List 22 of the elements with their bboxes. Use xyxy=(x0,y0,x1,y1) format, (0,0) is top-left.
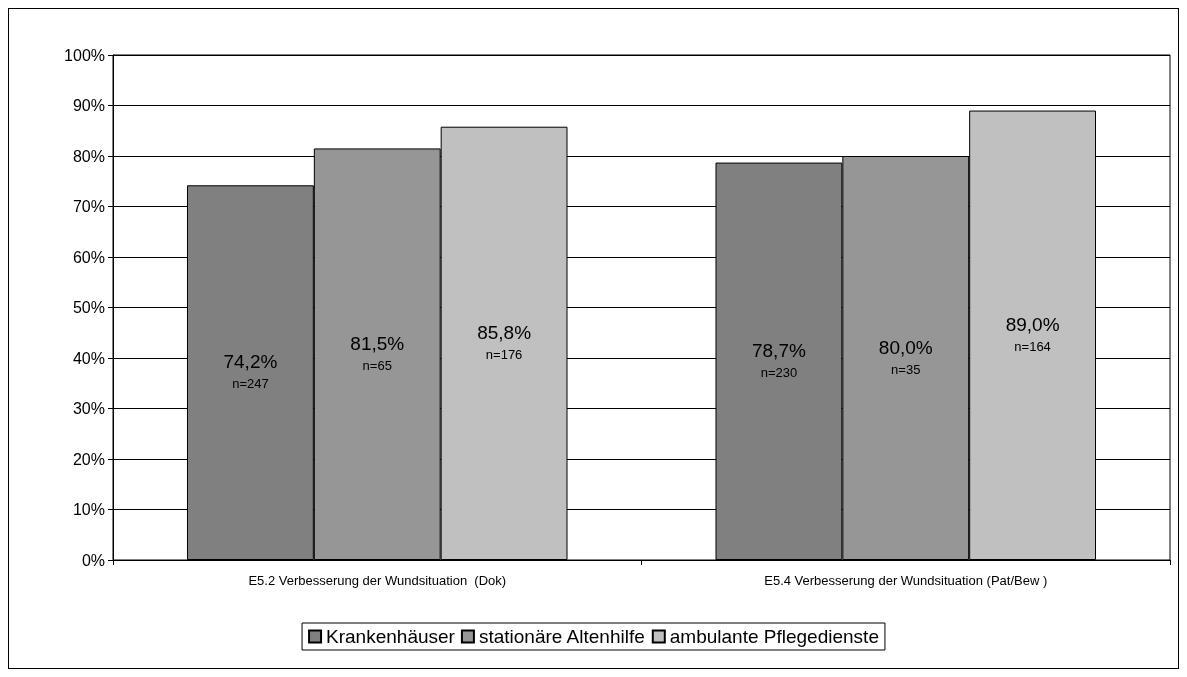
y-tick-label: 10% xyxy=(72,501,105,518)
data-label: 78,7% n=230 xyxy=(751,339,806,380)
data-label: 74,2% n=247 xyxy=(223,351,278,392)
x-tick-label: E5.4 Verbesserung der Wundsituation (Pat/Bew ) xyxy=(764,573,1048,588)
y-tick-label: 80% xyxy=(72,147,105,165)
legend-label: Krankenhäuser xyxy=(326,626,456,647)
y-tick-label: 90% xyxy=(72,97,105,114)
legend-label: stationäre Altenhilfe xyxy=(478,626,645,647)
y-tick-label: 50% xyxy=(72,299,105,316)
y-tick-label: 70% xyxy=(72,198,105,215)
data-label: 89,0% n=164 xyxy=(1005,313,1060,354)
data-label: 85,8% n=176 xyxy=(477,321,532,362)
legend-label: ambulante Pflegedienste xyxy=(669,626,879,647)
y-tick-label: 60% xyxy=(72,248,105,266)
y-tick-label: 30% xyxy=(72,400,105,417)
data-label: 81,5% n=65 xyxy=(350,332,405,373)
x-tick-label: E5.2 Verbesserung der Wundsituation (Dok) xyxy=(248,573,507,588)
y-tick-label: 40% xyxy=(72,349,105,367)
data-label: 80,0% n=35 xyxy=(878,336,933,377)
y-tick-label: 20% xyxy=(72,450,105,468)
y-tick-label: 0% xyxy=(81,551,105,569)
y-tick-label: 100% xyxy=(64,46,105,64)
